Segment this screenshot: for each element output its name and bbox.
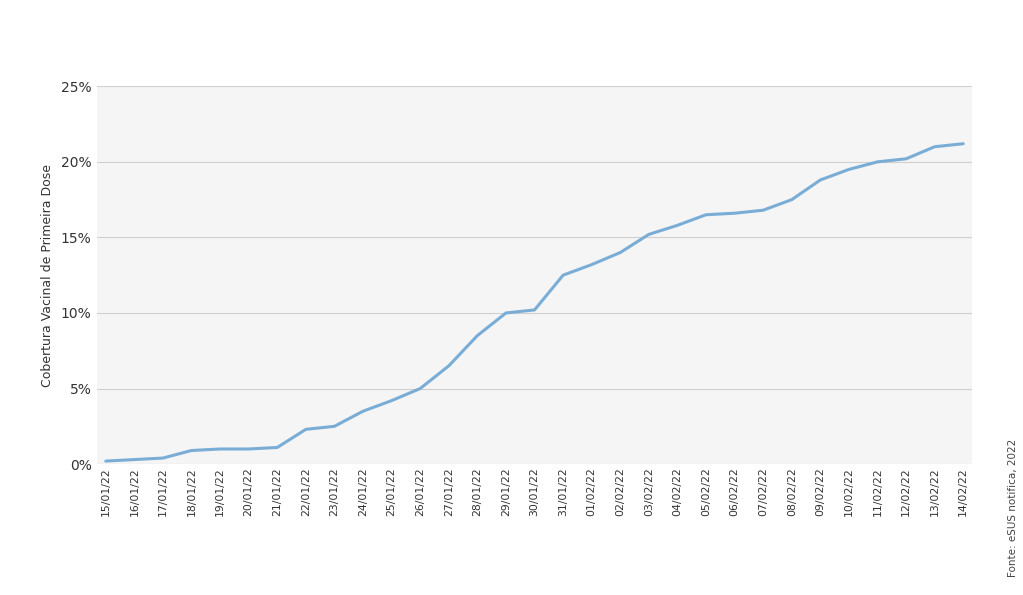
Text: DA VACINA CONTRA COVID-19 ENTRE CRIANÇAS DE 5 A 11 ANOS. BRASIL, 2022: DA VACINA CONTRA COVID-19 ENTRE CRIANÇAS… bbox=[217, 51, 806, 64]
Text: Fonte: eSUS notifica, 2022: Fonte: eSUS notifica, 2022 bbox=[1008, 439, 1018, 577]
Text: FIGURA 1: SÉRIE HISTÓRICA DA PROPORÇÃO DE CRIANÇAS COM PRIMEIRA DOSE: FIGURA 1: SÉRIE HISTÓRICA DA PROPORÇÃO D… bbox=[212, 19, 811, 34]
Y-axis label: Cobertura Vacinal de Primeira Dose: Cobertura Vacinal de Primeira Dose bbox=[41, 164, 54, 387]
